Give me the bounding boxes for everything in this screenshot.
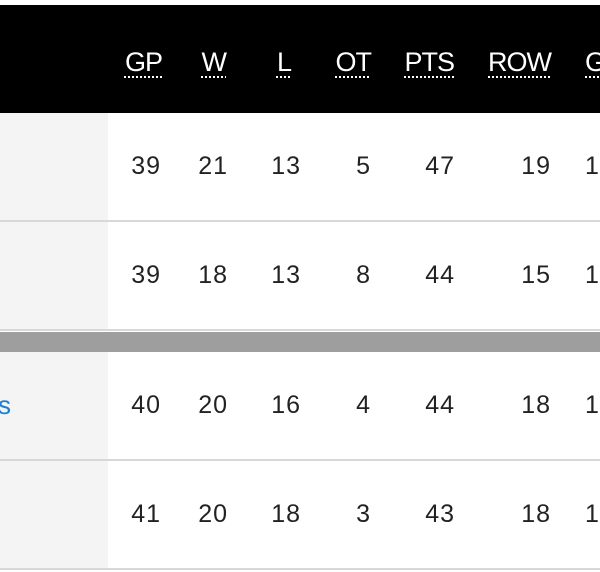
- table-header: GP W L OT PTS ROW G: [0, 5, 600, 113]
- stat-cell: 18: [271, 500, 301, 528]
- stat-cell: 1: [585, 500, 600, 528]
- stat-cell: 1: [585, 152, 600, 180]
- column-header[interactable]: L: [276, 47, 292, 77]
- column-header[interactable]: OT: [335, 47, 372, 77]
- stat-cell: 47: [425, 152, 455, 180]
- stat-cell: 15: [521, 261, 551, 289]
- stat-cell: 41: [131, 500, 161, 528]
- column-header[interactable]: ROW: [488, 47, 552, 77]
- stat-cell: 44: [425, 391, 455, 419]
- team-cell: [0, 113, 108, 220]
- team-cell: [0, 222, 108, 329]
- stat-cell: 18: [521, 391, 551, 419]
- team-cell: s: [0, 352, 108, 459]
- stat-cell: 3: [356, 500, 371, 528]
- table-row: 39 18 13 8 44 15 1: [0, 222, 600, 331]
- stat-cell: 13: [271, 152, 301, 180]
- stat-cell: 4: [356, 391, 371, 419]
- stat-cell: 18: [521, 500, 551, 528]
- stat-cell: 18: [198, 261, 228, 289]
- stat-cell: 1: [585, 391, 600, 419]
- stat-cell: 19: [521, 152, 551, 180]
- column-header[interactable]: W: [201, 47, 228, 77]
- stat-cell: 40: [131, 391, 161, 419]
- column-header[interactable]: PTS: [404, 47, 455, 77]
- table-row: s 40 20 16 4 44 18 1: [0, 352, 600, 461]
- team-cell: [0, 461, 108, 568]
- stat-cell: 43: [425, 500, 455, 528]
- column-header[interactable]: GP: [124, 47, 163, 77]
- section-separator: [0, 332, 600, 352]
- stat-cell: 39: [131, 152, 161, 180]
- stat-cell: 20: [198, 500, 228, 528]
- stat-cell: 1: [585, 261, 600, 289]
- stat-cell: 39: [131, 261, 161, 289]
- stat-cell: 13: [271, 261, 301, 289]
- stat-cell: 44: [425, 261, 455, 289]
- stat-cell: 21: [198, 152, 228, 180]
- table-row: 39 21 13 5 47 19 1: [0, 113, 600, 222]
- column-header[interactable]: G: [585, 47, 600, 77]
- stat-cell: 20: [198, 391, 228, 419]
- stat-cell: 8: [356, 261, 371, 289]
- stat-cell: 5: [356, 152, 371, 180]
- table-row: 41 20 18 3 43 18 1: [0, 461, 600, 570]
- team-link[interactable]: s: [0, 390, 11, 420]
- stat-cell: 16: [271, 391, 301, 419]
